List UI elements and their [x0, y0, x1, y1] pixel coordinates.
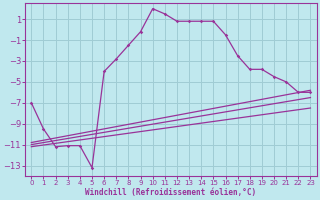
X-axis label: Windchill (Refroidissement éolien,°C): Windchill (Refroidissement éolien,°C): [85, 188, 256, 197]
